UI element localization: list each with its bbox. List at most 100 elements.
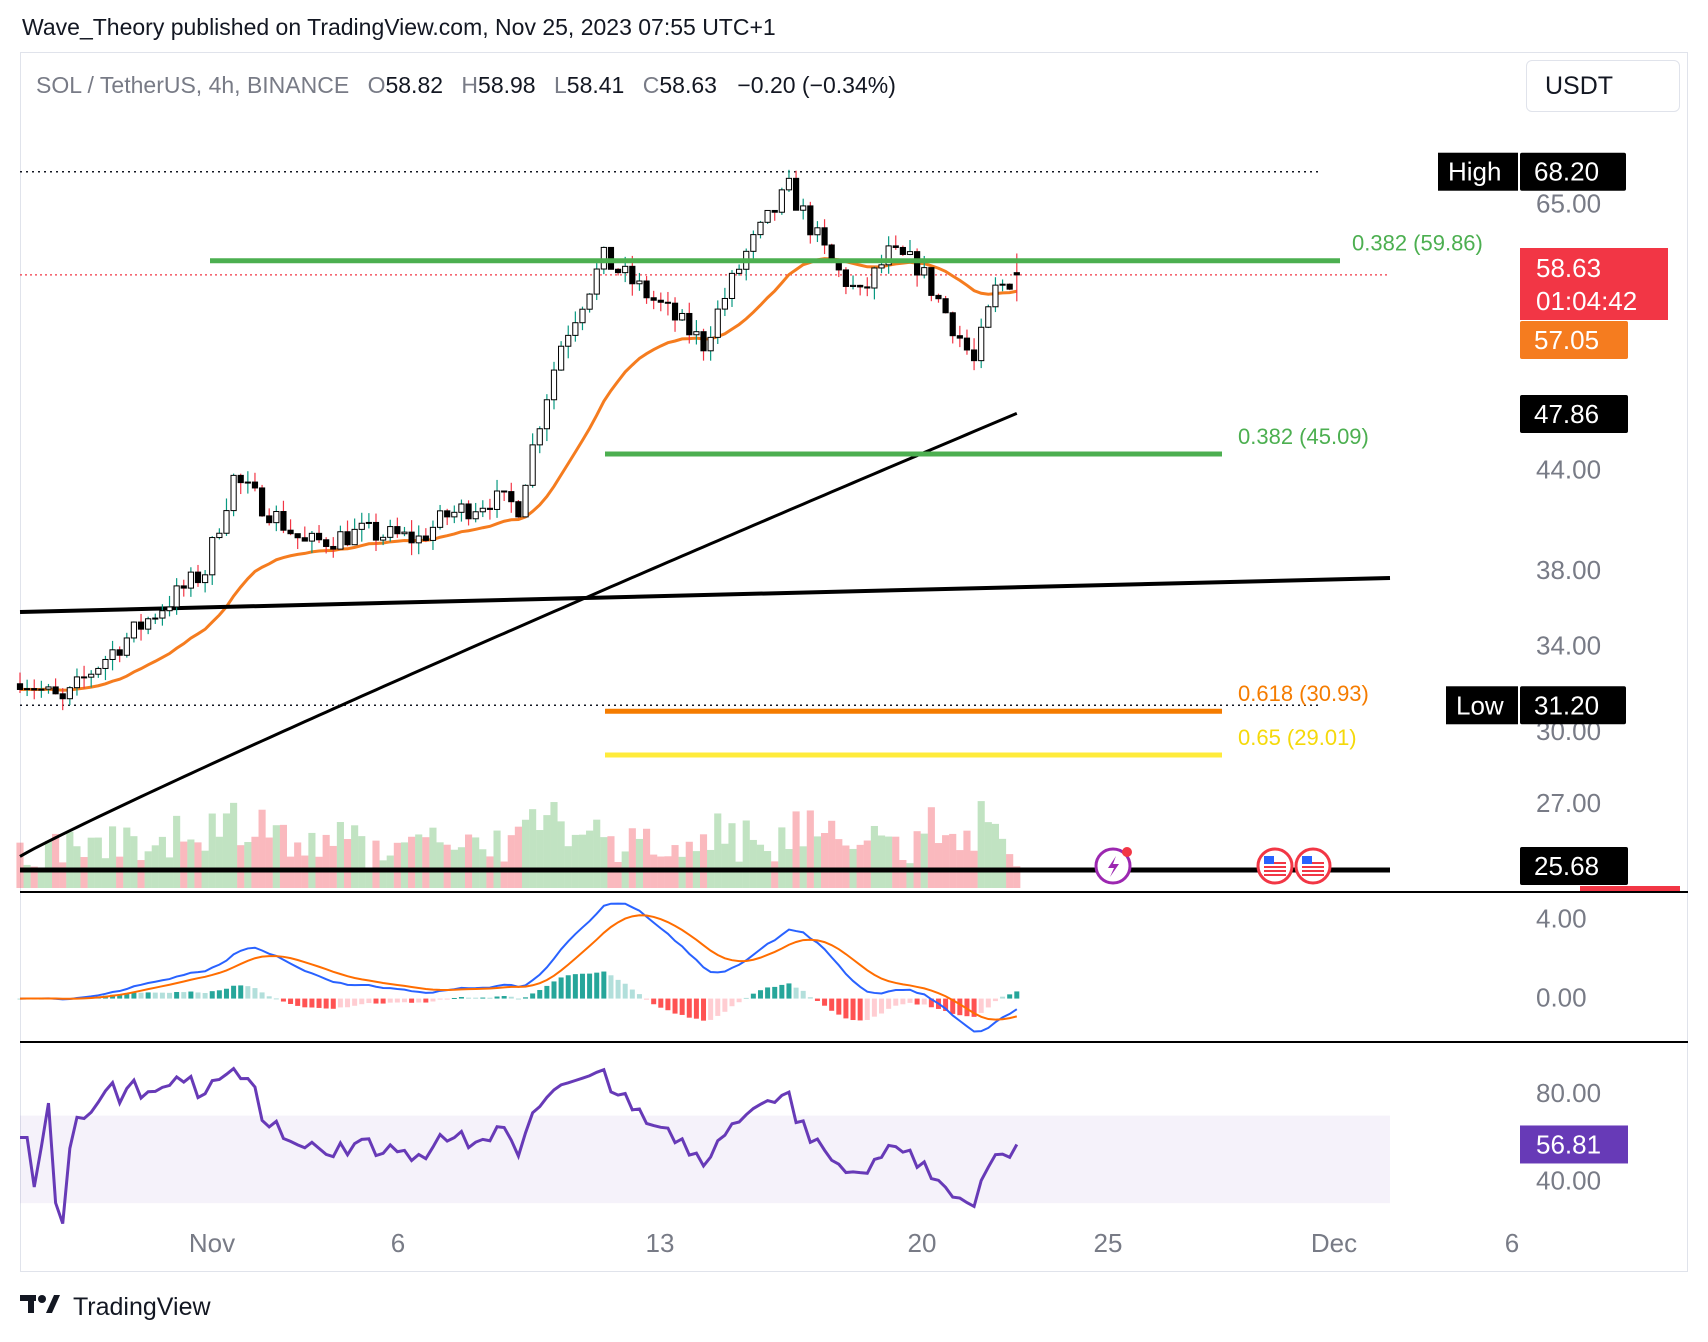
candle-body xyxy=(778,189,785,213)
macd-histogram-bar xyxy=(458,996,464,999)
macd-histogram-bar xyxy=(736,998,742,1003)
volume-bar xyxy=(521,819,530,888)
volume-bar xyxy=(578,834,587,888)
macd-histogram-bar xyxy=(629,989,635,999)
macd-histogram-bar xyxy=(921,998,927,1005)
candle-body xyxy=(849,284,857,287)
footer-brand[interactable]: TradingView xyxy=(20,1292,211,1322)
candle-body xyxy=(444,510,451,518)
macd-histogram-bar xyxy=(558,977,564,999)
macd-histogram-bar xyxy=(430,998,436,1002)
currency-button[interactable]: USDT xyxy=(1526,60,1680,112)
volume-bar xyxy=(215,836,223,888)
candle-body xyxy=(821,227,828,246)
macd-histogram-bar xyxy=(750,993,756,999)
candle-body xyxy=(999,283,1006,286)
candle-body xyxy=(522,484,529,518)
candle-body xyxy=(365,521,372,524)
volume-bar xyxy=(991,823,999,888)
candle-body xyxy=(266,515,273,524)
volume-bar xyxy=(336,822,344,888)
tradingview-logo-icon xyxy=(20,1293,60,1322)
volume-bar xyxy=(173,815,181,888)
volume-bar xyxy=(194,842,202,888)
candle-body xyxy=(629,265,636,285)
volume-bar xyxy=(899,860,907,888)
candle-body xyxy=(486,507,494,510)
candle-body xyxy=(842,269,850,287)
volume-bar xyxy=(543,815,551,888)
macd-histogram-bar xyxy=(409,998,415,1003)
volume-bar xyxy=(643,828,651,888)
candle-body xyxy=(16,683,24,690)
macd-histogram-bar xyxy=(366,998,372,1004)
volume-bar xyxy=(400,842,409,888)
rsi-value-bg xyxy=(1520,1125,1628,1164)
volume-bar xyxy=(379,860,387,888)
candle-body xyxy=(579,308,586,324)
volume-bar xyxy=(251,836,259,888)
volume-bar xyxy=(500,861,508,888)
candle-body xyxy=(515,501,522,518)
flag-canton xyxy=(1264,856,1274,864)
candle-body xyxy=(764,209,771,223)
volume-bar xyxy=(550,802,558,888)
candle-body xyxy=(771,209,778,213)
volume-bar xyxy=(671,845,679,888)
volume-bar xyxy=(756,844,765,888)
candle-body xyxy=(294,533,301,539)
macd-histogram-bar xyxy=(857,998,863,1021)
macd-histogram-bar xyxy=(658,998,664,1008)
volume-bar xyxy=(123,827,131,888)
x-axis-tick-label: 6 xyxy=(1505,1228,1519,1258)
volume-bar xyxy=(571,834,579,888)
ema-long-badge: 47.86 xyxy=(1534,399,1599,429)
candle-body xyxy=(102,658,109,669)
low-label: L xyxy=(554,72,567,98)
low-value-badge: 31.20 xyxy=(1534,690,1599,720)
rsi-line xyxy=(20,1066,1019,1225)
macd-histogram-bar xyxy=(708,998,714,1020)
candle-body xyxy=(315,532,323,541)
volume-bar xyxy=(73,846,81,888)
volume-bar xyxy=(351,825,359,888)
macd-histogram-bar xyxy=(387,998,393,1003)
candle-body xyxy=(985,306,992,328)
volume-bar xyxy=(130,836,138,888)
volume-bar xyxy=(429,827,437,888)
candle-body xyxy=(88,673,95,678)
rsi-tick-label: 40.00 xyxy=(1536,1165,1601,1195)
macd-histogram-bar xyxy=(665,998,671,1011)
ema-short-badge: 57.05 xyxy=(1534,325,1599,355)
macd-histogram-bar xyxy=(444,998,450,1000)
macd-histogram-bar xyxy=(579,973,585,999)
macd-histogram-bar xyxy=(822,998,828,1006)
macd-histogram-bar xyxy=(814,998,820,1001)
volume-bar xyxy=(443,844,451,888)
high-value: 58.98 xyxy=(478,72,536,98)
low-value: 58.41 xyxy=(566,72,625,98)
macd-histogram-bar xyxy=(167,992,173,999)
volume-bar xyxy=(828,820,836,888)
macd-histogram-bar xyxy=(159,992,165,999)
symbol-label[interactable]: SOL / TetherUS, 4h, BINANCE xyxy=(36,72,350,98)
high-value-badge-bg xyxy=(1520,152,1626,191)
macd-histogram-bar xyxy=(601,971,607,999)
candle-body xyxy=(1006,283,1013,290)
flag-stripe xyxy=(1264,862,1286,864)
volume-bar xyxy=(778,827,786,888)
volume-bar xyxy=(258,809,266,888)
trendline-badge-bg xyxy=(1520,847,1628,885)
candle-body xyxy=(59,693,66,700)
candle-body xyxy=(736,268,743,274)
candle-body xyxy=(792,177,800,211)
volume-bar xyxy=(564,846,572,888)
candle-body xyxy=(970,349,978,362)
candle-body xyxy=(244,481,251,484)
macd-histogram-bar xyxy=(280,998,286,1002)
macd-histogram-bar xyxy=(651,998,657,1005)
candle-body xyxy=(137,621,145,630)
macd-histogram-bar xyxy=(117,994,123,999)
open-label: O xyxy=(367,72,386,98)
